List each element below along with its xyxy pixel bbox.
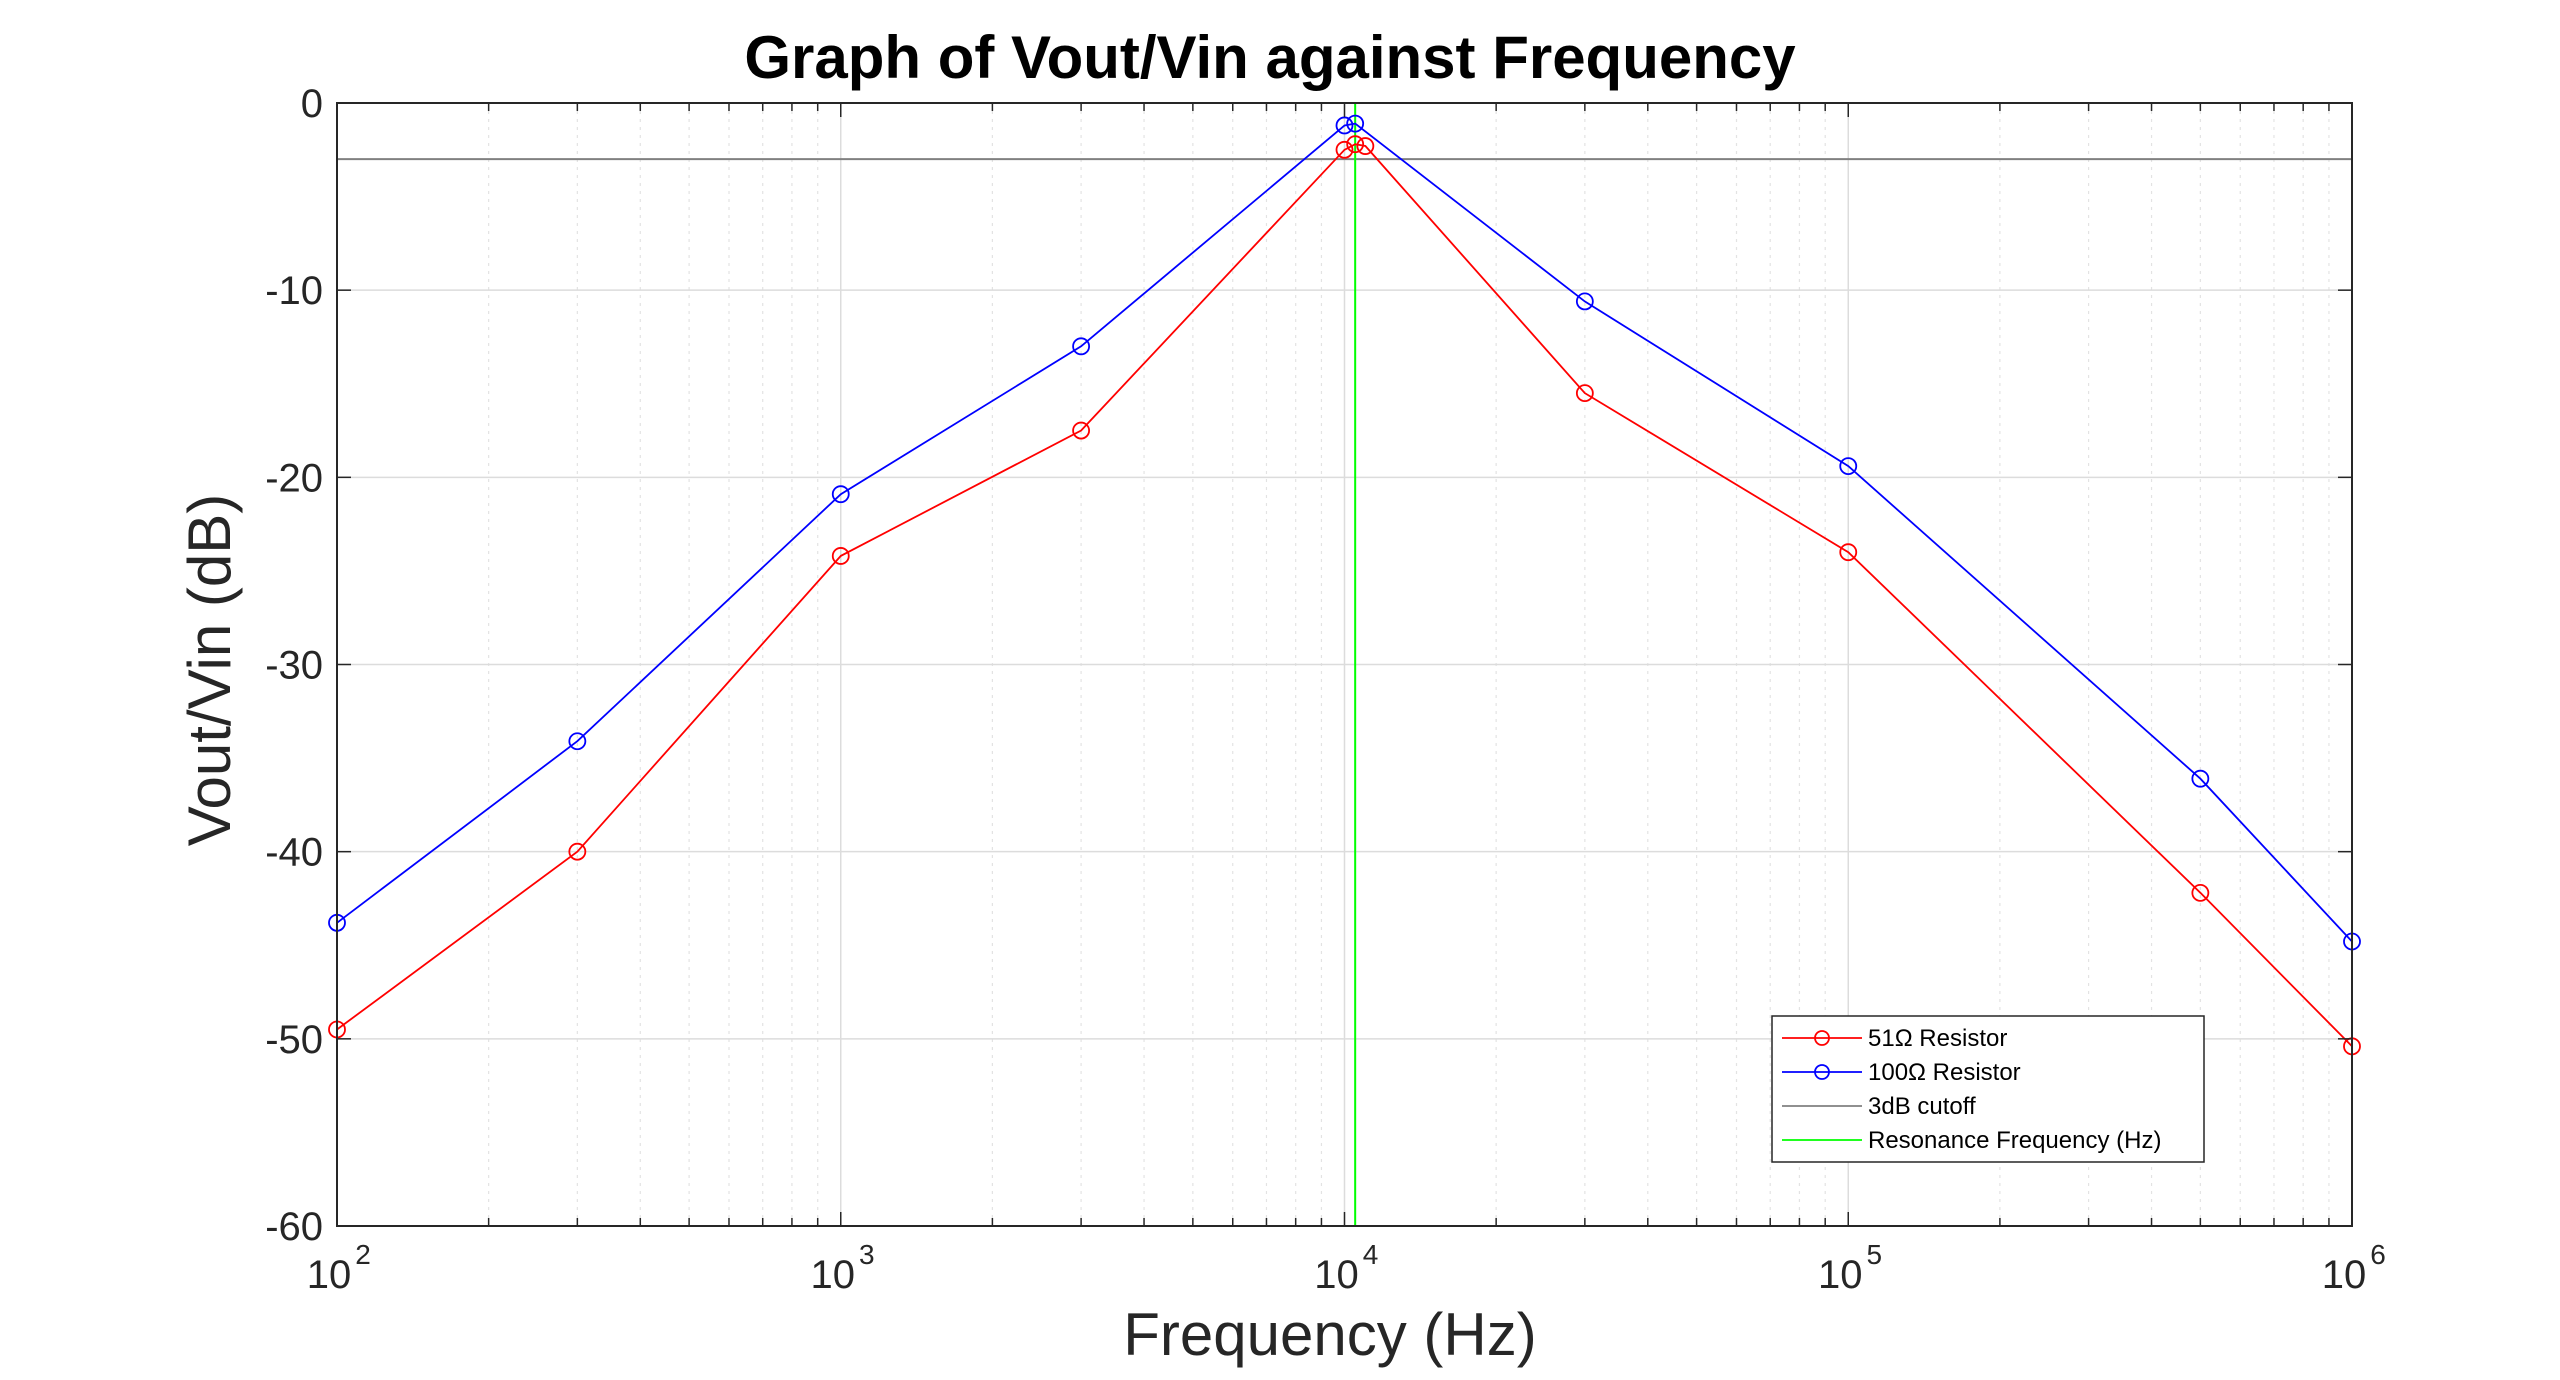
x-tick-base: 10 — [811, 1253, 856, 1297]
x-tick-label: 10 4 — [1314, 1239, 1378, 1297]
x-tick-base: 10 — [2322, 1253, 2367, 1297]
x-tick-exponent: 6 — [2370, 1239, 2386, 1270]
x-tick-base: 10 — [1818, 1253, 1863, 1297]
data-point — [831, 485, 850, 504]
data-point — [2191, 883, 2210, 902]
x-tick-label: 10 2 — [307, 1239, 371, 1297]
x-tick-label: 10 6 — [2322, 1239, 2386, 1297]
y-tick-label: -20 — [265, 456, 323, 500]
legend-swatch-marker — [1814, 1030, 1830, 1046]
legend-label: Resonance Frequency (Hz) — [1868, 1127, 2161, 1154]
y-tick-labels: 0 -10 -20 -30 -40 -50 -60 — [265, 82, 323, 1249]
legend-entry: 51Ω Resistor — [1782, 1025, 2007, 1052]
legend-entry: 3dB cutoff — [1782, 1093, 1976, 1120]
chart-title: Graph of Vout/Vin against Frequency — [744, 24, 1796, 91]
legend-entry: 100Ω Resistor — [1782, 1059, 2021, 1086]
reference-lines — [337, 103, 2352, 1226]
data-point — [1575, 384, 1594, 403]
x-tick-base: 10 — [1314, 1253, 1359, 1297]
legend-label: 3dB cutoff — [1868, 1093, 1976, 1120]
x-tick-exponent: 2 — [355, 1239, 371, 1270]
x-tick-exponent: 5 — [1866, 1239, 1882, 1270]
x-tick-exponent: 3 — [859, 1239, 875, 1270]
legend-label: 100Ω Resistor — [1868, 1059, 2021, 1086]
data-point — [1839, 543, 1858, 562]
data-point — [831, 547, 850, 565]
legend-items: 51Ω Resistor 100Ω Resistor 3dB cutoff Reson… — [1782, 1025, 2161, 1154]
legend-box — [1771, 1015, 2205, 1163]
x-tick-base: 10 — [307, 1253, 352, 1297]
x-axis-label: Frequency (Hz) — [1123, 1301, 1536, 1368]
series-line — [336, 143, 2353, 1047]
legend-entry: Resonance Frequency (Hz) — [1782, 1127, 2161, 1154]
y-tick-label: 0 — [301, 82, 323, 126]
data-point — [1335, 140, 1354, 159]
y-tick-label: -30 — [265, 644, 323, 688]
x-tick-labels: 10 2 10 3 10 4 10 5 10 6 — [307, 1239, 2386, 1297]
data-point — [568, 842, 587, 861]
legend-label: 51Ω Resistor — [1868, 1025, 2007, 1052]
y-tick-label: -50 — [265, 1018, 323, 1062]
x-tick-label: 10 5 — [1818, 1239, 1882, 1297]
series-line — [336, 122, 2353, 943]
data-point — [1839, 457, 1858, 476]
x-tick-exponent: 4 — [1363, 1239, 1379, 1270]
y-axis-label: Vout/Vin (dB) — [176, 494, 243, 846]
data-point — [568, 732, 587, 751]
data-point — [1346, 114, 1365, 133]
data-point — [1346, 135, 1365, 154]
y-tick-label: -40 — [265, 831, 323, 875]
data-point — [1575, 292, 1594, 311]
data-point — [1072, 421, 1090, 440]
legend: 51Ω Resistor 100Ω Resistor 3dB cutoff Reson… — [1771, 1015, 2205, 1163]
y-tick-label: -60 — [265, 1205, 323, 1249]
data-point — [1072, 337, 1090, 356]
series-1 — [328, 135, 2361, 1056]
axis-ticks — [336, 102, 2353, 1227]
data-point — [2191, 769, 2210, 788]
data-point — [1335, 116, 1354, 135]
x-tick-label: 10 3 — [811, 1239, 875, 1297]
y-tick-label: -10 — [265, 269, 323, 313]
data-point — [1356, 137, 1375, 155]
legend-swatch-marker — [1814, 1064, 1830, 1080]
